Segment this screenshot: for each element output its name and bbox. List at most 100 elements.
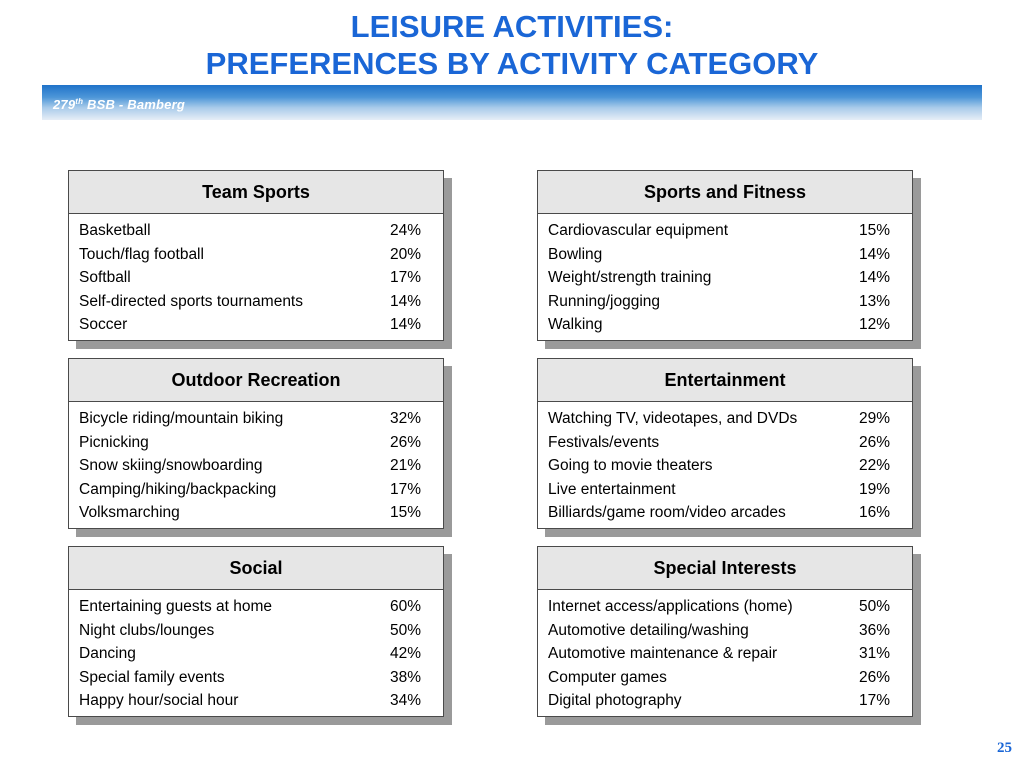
- activity-row: Running/jogging 13%: [538, 290, 912, 314]
- activity-row: Snow skiing/snowboarding 21%: [69, 454, 443, 478]
- activity-percent: 32%: [390, 410, 422, 427]
- activity-percent: 38%: [390, 668, 422, 686]
- activity-percent: 31%: [859, 645, 891, 662]
- activity-row: Bowling 14%: [538, 243, 912, 267]
- activity-label: Night clubs/lounges: [79, 621, 215, 639]
- activity-percent: 21%: [390, 457, 422, 474]
- activity-row: Festivals/events 26%: [538, 431, 912, 455]
- activity-percent: 26%: [859, 668, 891, 686]
- banner-unit-suffix: th: [75, 97, 84, 106]
- category-card-sports-fitness: Sports and Fitness Cardiovascular equipm…: [537, 170, 921, 349]
- activity-row: Live entertainment 19%: [538, 478, 912, 502]
- activity-label: Special family events: [79, 668, 225, 686]
- activity-label: Entertaining guests at home: [79, 598, 273, 615]
- activity-row: Digital photography 17%: [538, 689, 912, 713]
- activity-label: Touch/flag football: [79, 245, 204, 263]
- activity-percent: 50%: [859, 598, 891, 615]
- category-card-social: Social Entertaining guests at home 60% Ni…: [68, 546, 452, 725]
- activity-percent: 20%: [390, 245, 422, 263]
- activity-percent: 16%: [859, 504, 891, 521]
- category-card-entertainment: Entertainment Watching TV, videotapes, a…: [537, 358, 921, 537]
- activity-percent: 12%: [859, 316, 891, 333]
- activity-label: Digital photography: [548, 692, 682, 709]
- card-box: Outdoor Recreation Bicycle riding/mounta…: [68, 358, 444, 529]
- card-title: Team Sports: [69, 171, 443, 214]
- activity-percent: 24%: [390, 222, 422, 239]
- activity-percent: 13%: [859, 292, 891, 310]
- card-box: Special Interests Internet access/applic…: [537, 546, 913, 717]
- activity-label: Walking: [548, 316, 603, 333]
- card-body: Basketball 24% Touch/flag football 20% Sof…: [69, 214, 443, 337]
- banner-unit-number: 279: [53, 97, 76, 112]
- category-card-special-interests: Special Interests Internet access/applic…: [537, 546, 921, 725]
- activity-row: Special family events 38%: [69, 666, 443, 690]
- activity-row: Automotive detailing/washing 36%: [538, 619, 912, 643]
- card-body: Internet access/applications (home) 50% A…: [538, 590, 912, 713]
- activity-percent: 42%: [390, 645, 422, 662]
- activity-percent: 36%: [859, 621, 891, 639]
- activity-row: Soccer 14%: [69, 313, 443, 337]
- activity-label: Automotive detailing/washing: [548, 621, 749, 639]
- activity-row: Touch/flag football 20%: [69, 243, 443, 267]
- activity-row: Watching TV, videotapes, and DVDs 29%: [538, 407, 912, 431]
- activity-percent: 15%: [859, 222, 891, 239]
- activity-row: Entertaining guests at home 60%: [69, 595, 443, 619]
- activity-percent: 50%: [390, 621, 422, 639]
- banner-unit-name: BSB - Bamberg: [83, 97, 186, 112]
- card-body: Watching TV, videotapes, and DVDs 29% Fes…: [538, 402, 912, 525]
- activity-label: Bicycle riding/mountain biking: [79, 410, 284, 427]
- activity-row: Billiards/game room/video arcades 16%: [538, 501, 912, 525]
- slide-title-line-1: LEISURE ACTIVITIES:: [350, 9, 674, 44]
- activity-label: Basketball: [79, 222, 151, 239]
- card-title: Sports and Fitness: [538, 171, 912, 214]
- activity-percent: 19%: [859, 480, 891, 498]
- activity-label: Bowling: [548, 245, 603, 263]
- activity-row: Going to movie theaters 22%: [538, 454, 912, 478]
- activity-label: Cardiovascular equipment: [548, 222, 729, 239]
- card-box: Entertainment Watching TV, videotapes, a…: [537, 358, 913, 529]
- activity-label: Billiards/game room/video arcades: [548, 504, 786, 521]
- card-box: Team Sports Basketball 24% Touch/flag foo…: [68, 170, 444, 341]
- activity-row: Automotive maintenance & repair 31%: [538, 642, 912, 666]
- activity-label: Soccer: [79, 316, 128, 333]
- activity-row: Cardiovascular equipment 15%: [538, 219, 912, 243]
- activity-label: Self-directed sports tournaments: [79, 292, 303, 310]
- card-box: Social Entertaining guests at home 60% Ni…: [68, 546, 444, 717]
- slide-title-line-2: PREFERENCES BY ACTIVITY CATEGORY: [205, 46, 819, 81]
- activity-label: Weight/strength training: [548, 269, 712, 286]
- card-title: Special Interests: [538, 547, 912, 590]
- activity-percent: 14%: [390, 292, 422, 310]
- activity-percent: 14%: [859, 269, 891, 286]
- activity-label: Dancing: [79, 645, 136, 662]
- activity-row: Basketball 24%: [69, 219, 443, 243]
- category-card-team-sports: Team Sports Basketball 24% Touch/flag foo…: [68, 170, 452, 349]
- activity-row: Camping/hiking/backpacking 17%: [69, 478, 443, 502]
- activity-label: Going to movie theaters: [548, 457, 713, 474]
- activity-percent: 26%: [859, 433, 891, 451]
- activity-label: Automotive maintenance & repair: [548, 645, 778, 662]
- activity-label: Camping/hiking/backpacking: [79, 480, 277, 498]
- activity-label: Snow skiing/snowboarding: [79, 457, 263, 474]
- activity-row: Dancing 42%: [69, 642, 443, 666]
- banner-unit-label: 279th BSB - Bamberg: [53, 97, 185, 112]
- card-body: Cardiovascular equipment 15% Bowling 14% W…: [538, 214, 912, 337]
- activity-percent: 14%: [390, 316, 422, 333]
- activity-row: Bicycle riding/mountain biking 32%: [69, 407, 443, 431]
- activity-label: Watching TV, videotapes, and DVDs: [548, 410, 798, 427]
- activity-label: Running/jogging: [548, 292, 661, 310]
- activity-percent: 34%: [390, 692, 422, 709]
- activity-row: Volksmarching 15%: [69, 501, 443, 525]
- category-card-outdoor-recreation: Outdoor Recreation Bicycle riding/mounta…: [68, 358, 452, 537]
- card-title: Social: [69, 547, 443, 590]
- activity-row: Internet access/applications (home) 50%: [538, 595, 912, 619]
- activity-row: Softball 17%: [69, 266, 443, 290]
- activity-percent: 29%: [859, 410, 891, 427]
- activity-label: Festivals/events: [548, 433, 660, 451]
- activity-percent: 22%: [859, 457, 891, 474]
- activity-row: Self-directed sports tournaments 14%: [69, 290, 443, 314]
- card-body: Bicycle riding/mountain biking 32% Picnic…: [69, 402, 443, 525]
- card-body: Entertaining guests at home 60% Night clu…: [69, 590, 443, 713]
- slide-title: LEISURE ACTIVITIES: PREFERENCES BY ACTIV…: [0, 8, 1024, 82]
- activity-percent: 26%: [390, 433, 422, 451]
- card-title: Outdoor Recreation: [69, 359, 443, 402]
